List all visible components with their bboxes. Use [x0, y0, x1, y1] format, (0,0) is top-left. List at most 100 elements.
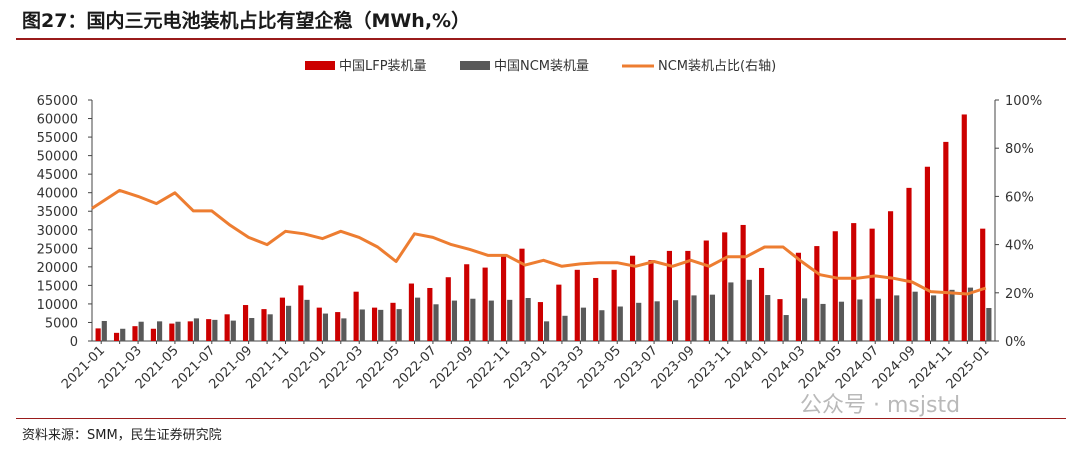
- bar-ncm: [875, 298, 881, 341]
- right-tick-label: 20%: [1005, 287, 1034, 302]
- bar-ncm: [120, 328, 126, 341]
- bar-lfp: [206, 319, 212, 341]
- bar-ncm: [451, 300, 458, 341]
- bar-lfp: [685, 250, 691, 341]
- left-tick-label: 0: [70, 335, 78, 350]
- left-tick-label: 60000: [37, 113, 78, 128]
- legend-swatch-1: [305, 61, 335, 70]
- bar-ncm: [728, 282, 734, 341]
- bar-ncm: [525, 297, 531, 341]
- bar-ncm: [691, 295, 697, 341]
- bar-ncm: [470, 298, 476, 341]
- watermark: 公众号 · msjstd: [800, 393, 961, 418]
- bar-lfp: [445, 277, 451, 341]
- bar-ncm: [783, 315, 789, 341]
- bar-lfp: [224, 314, 230, 341]
- bar-lfp: [519, 248, 525, 341]
- bar-ncm: [286, 305, 292, 341]
- bar-lfp: [814, 246, 820, 341]
- bar-lfp: [924, 166, 930, 341]
- left-tick-label: 30000: [37, 224, 78, 239]
- bar-lfp: [464, 264, 470, 341]
- bar-lfp: [500, 255, 507, 341]
- left-tick-label: 55000: [37, 131, 78, 146]
- chart: 中国LFP装机量 中国NCM装机量 NCM装机占比(右轴) 0 5000 10000 150…: [37, 59, 1043, 392]
- bar-ncm: [838, 301, 845, 341]
- bar-lfp: [611, 269, 617, 341]
- legend-label-2: 中国NCM装机量: [494, 59, 589, 74]
- bar-ncm: [912, 291, 918, 341]
- bar-ncm: [249, 318, 255, 341]
- left-tick-label: 5000: [45, 316, 78, 331]
- bar-lfp: [335, 312, 341, 341]
- bar-lfp: [666, 250, 672, 341]
- bar-lfp: [150, 328, 156, 341]
- right-tick-label: 60%: [1005, 190, 1034, 205]
- bar-ncm: [654, 301, 660, 341]
- bar-lfp: [95, 328, 101, 341]
- bar-ncm: [175, 321, 181, 341]
- bar-ncm: [396, 309, 402, 341]
- bar-ncm: [894, 295, 900, 341]
- bar-lfp: [740, 224, 746, 341]
- left-tick-label: 35000: [37, 205, 78, 220]
- right-tick-label: 40%: [1005, 239, 1034, 254]
- left-tick-label: 25000: [37, 242, 78, 257]
- bar-lfp: [316, 307, 322, 341]
- bar-ncm: [433, 304, 439, 341]
- bar-ncm: [599, 310, 605, 341]
- legend-label-1: 中国LFP装机量: [339, 59, 427, 74]
- bar-ncm: [709, 294, 716, 341]
- bar-lfp: [758, 267, 765, 341]
- bar-lfp: [353, 291, 359, 341]
- bar-lfp: [887, 211, 894, 341]
- bar-lfp: [390, 302, 396, 341]
- title-divider: [16, 38, 1066, 40]
- bar-lfp: [851, 223, 857, 341]
- bar-lfp: [371, 307, 378, 341]
- bar-lfp: [961, 114, 967, 342]
- bar-ncm: [157, 321, 163, 341]
- bar-lfp: [408, 283, 414, 341]
- bar-ncm: [378, 309, 384, 341]
- bar-ncm: [857, 299, 863, 341]
- bar-ncm: [193, 318, 200, 341]
- bar-ncm: [322, 313, 329, 341]
- bar-ncm: [212, 319, 218, 341]
- bar-lfp: [703, 240, 709, 341]
- bar-ncm: [931, 295, 937, 341]
- bar-ncm: [359, 309, 365, 341]
- right-tick-label: 100%: [1005, 94, 1042, 109]
- footer-divider: [16, 418, 1066, 419]
- bar-ncm: [267, 314, 273, 341]
- bar-ncm: [949, 289, 955, 341]
- bar-ncm: [304, 299, 310, 341]
- left-tick-label: 65000: [37, 94, 78, 109]
- left-tick-label: 50000: [37, 150, 78, 165]
- bar-lfp: [906, 187, 912, 341]
- bar-lfp: [943, 141, 949, 341]
- bar-ncm: [580, 307, 587, 341]
- bar-lfp: [777, 299, 783, 341]
- bar-ncm: [636, 302, 642, 341]
- bar-lfp: [482, 267, 488, 341]
- bar-ncm: [967, 287, 974, 341]
- left-tick-label: 45000: [37, 168, 78, 183]
- legend-label-3: NCM装机占比(右轴): [658, 59, 776, 74]
- bar-lfp: [261, 309, 267, 341]
- bar-ncm: [802, 298, 808, 341]
- bar-ncm: [507, 299, 513, 341]
- ncm-ratio-line: [91, 188, 987, 296]
- bar-lfp: [427, 287, 433, 341]
- left-tick-label: 15000: [37, 279, 78, 294]
- bar-ncm: [617, 306, 623, 341]
- bar-ncm: [765, 295, 771, 341]
- bar-ncm: [488, 300, 494, 341]
- bar-lfp: [556, 284, 562, 341]
- bar-lfp: [574, 269, 580, 341]
- bar-ncm: [746, 279, 752, 341]
- left-tick-label: 10000: [37, 298, 78, 313]
- bar-lfp: [113, 332, 120, 341]
- bar-lfp: [832, 231, 838, 341]
- bar-lfp: [187, 321, 193, 341]
